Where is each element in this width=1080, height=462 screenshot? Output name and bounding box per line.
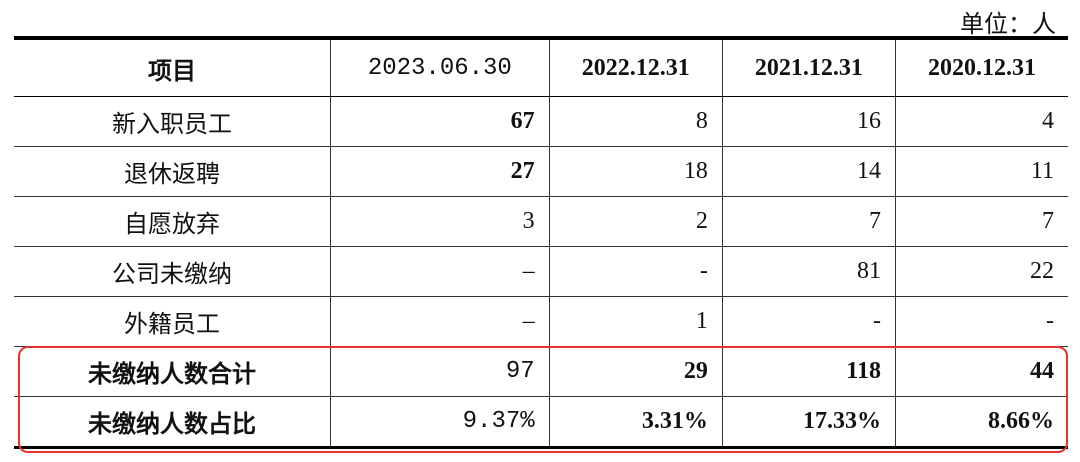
cell: 3.31% <box>548 396 723 448</box>
header-cell: 2020.12.31 <box>894 38 1068 97</box>
table-row: 未缴纳人数占比 9.37% 3.31% 17.33% 8.66% <box>14 396 1068 448</box>
cell: 11 <box>894 146 1068 197</box>
cell: – <box>330 296 550 347</box>
cell: 8 <box>548 96 723 147</box>
data-table: 项目 2023.06.30 2022.12.31 2021.12.31 2020.12.… <box>14 36 1068 449</box>
cell: 7 <box>894 196 1068 247</box>
cell: 118 <box>721 346 896 397</box>
row-label: 未缴纳人数占比 <box>14 396 331 448</box>
cell: 18 <box>548 146 723 197</box>
cell: 97 <box>330 346 550 397</box>
cell: – <box>330 246 550 297</box>
cell: - <box>894 296 1068 347</box>
cell: 67 <box>330 96 550 147</box>
cell: 22 <box>894 246 1068 297</box>
cell: 29 <box>548 346 723 397</box>
row-label: 新入职员工 <box>14 96 331 147</box>
header-row: 项目 2023.06.30 2022.12.31 2021.12.31 2020.12.… <box>14 38 1068 97</box>
table-body: 新入职员工 67 8 16 4 退休返聘 27 18 14 11 自愿放弃 3 2 7 7 公司未缴纳 – -81… <box>14 96 1068 448</box>
table-row: 新入职员工 67 8 16 4 <box>14 96 1068 147</box>
header-cell: 2022.12.31 <box>548 38 723 97</box>
table-row: 未缴纳人数合计 97 29 118 44 <box>14 346 1068 397</box>
row-label: 退休返聘 <box>14 146 331 197</box>
table-row: 外籍员工 –1- - <box>14 296 1068 347</box>
row-label: 外籍员工 <box>14 296 331 347</box>
cell: 3 <box>330 196 550 247</box>
cell: 81 <box>721 246 896 297</box>
row-label: 未缴纳人数合计 <box>14 346 331 397</box>
table-row: 自愿放弃 3 2 7 7 <box>14 196 1068 247</box>
cell: 4 <box>894 96 1068 147</box>
cell: 14 <box>721 146 896 197</box>
header-cell: 2021.12.31 <box>721 38 896 97</box>
table-row: 公司未缴纳 – -81 22 <box>14 246 1068 297</box>
cell: 1 <box>548 296 723 347</box>
cell: 17.33% <box>721 396 896 448</box>
cell: 44 <box>894 346 1068 397</box>
unit-label: 单位：人 <box>960 12 1056 38</box>
row-label: 自愿放弃 <box>14 196 331 247</box>
header-cell: 项目 <box>14 38 331 97</box>
cell: 9.37% <box>330 396 550 448</box>
cell: 7 <box>721 196 896 247</box>
cell: 8.66% <box>894 396 1068 448</box>
cell: - <box>548 246 723 297</box>
row-label: 公司未缴纳 <box>14 246 331 297</box>
cell: 16 <box>721 96 896 147</box>
cell: 2 <box>548 196 723 247</box>
header-cell: 2023.06.30 <box>330 38 550 97</box>
table-row: 退休返聘 27 18 14 11 <box>14 146 1068 197</box>
cell: 27 <box>330 146 550 197</box>
cell: - <box>721 296 896 347</box>
